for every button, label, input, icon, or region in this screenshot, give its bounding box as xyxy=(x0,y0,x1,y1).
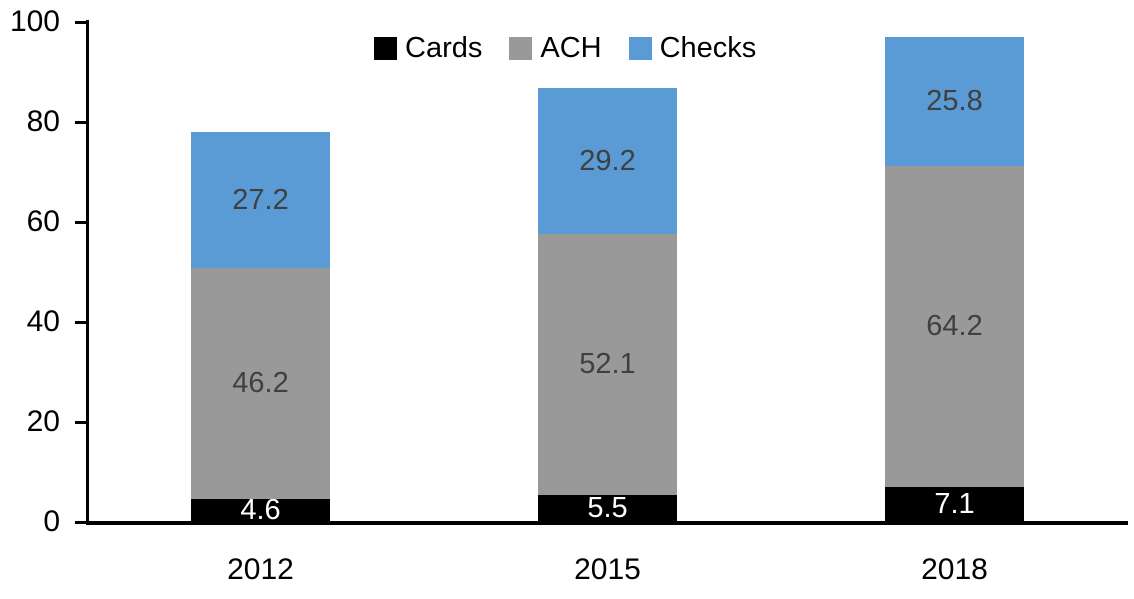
legend-swatch-icon xyxy=(374,36,397,60)
bar-segment-checks-2018: 25.8 xyxy=(885,36,1024,166)
y-tick-mark xyxy=(75,221,88,224)
legend-swatch-icon xyxy=(509,36,533,60)
bar-segment-label: 52.1 xyxy=(579,347,636,380)
bar-segment-cards-2012: 4.6 xyxy=(191,494,330,526)
y-tick-label: 80 xyxy=(26,105,60,138)
legend-swatch-icon xyxy=(628,36,652,60)
bar-segment-label: 7.1 xyxy=(934,487,975,520)
legend-item-cards: Cards xyxy=(374,31,482,65)
bar-segment-ach-2012: 46.2 xyxy=(191,268,330,499)
y-tick-mark xyxy=(75,521,88,524)
y-axis-line xyxy=(86,20,89,525)
y-tick-label: 60 xyxy=(26,205,60,238)
y-tick-label: 40 xyxy=(26,305,60,338)
bar-segment-ach-2015: 52.1 xyxy=(538,234,677,495)
bar-segment-cards-2018: 7.1 xyxy=(885,486,1024,522)
bar-segment-checks-2012: 27.2 xyxy=(191,132,330,268)
legend-label: ACH xyxy=(540,32,602,64)
x-axis-line xyxy=(86,521,1128,525)
x-tick-label-2018: 2018 xyxy=(921,553,988,586)
y-tick-label: 20 xyxy=(26,405,60,438)
bar-segment-label: 29.2 xyxy=(579,144,636,177)
chart-legend: Cards ACH Checks xyxy=(374,31,783,65)
y-tick-mark xyxy=(75,321,88,324)
legend-label: Checks xyxy=(659,32,757,64)
bar-segment-label: 27.2 xyxy=(232,183,289,216)
y-tick-label: 100 xyxy=(9,5,60,38)
x-tick-label-2012: 2012 xyxy=(227,553,294,586)
legend-item-ach: ACH xyxy=(509,31,602,65)
x-tick-label-2015: 2015 xyxy=(574,553,641,586)
bar-segment-label: 64.2 xyxy=(926,309,983,342)
y-tick-mark xyxy=(75,121,88,124)
bar-segment-label: 5.5 xyxy=(587,491,628,524)
legend-item-checks: Checks xyxy=(628,31,757,65)
bar-segment-label: 25.8 xyxy=(926,84,983,117)
legend-label: Cards xyxy=(405,32,483,64)
bar-segment-label: 4.6 xyxy=(240,494,281,526)
y-tick-label: 0 xyxy=(43,505,60,538)
bar-segment-ach-2018: 64.2 xyxy=(885,165,1024,487)
y-tick-mark xyxy=(75,21,88,24)
y-tick-mark xyxy=(75,421,88,424)
bar-segment-checks-2015: 29.2 xyxy=(538,88,677,234)
bar-segment-cards-2015: 5.5 xyxy=(538,491,677,524)
bar-segment-label: 46.2 xyxy=(232,367,289,399)
